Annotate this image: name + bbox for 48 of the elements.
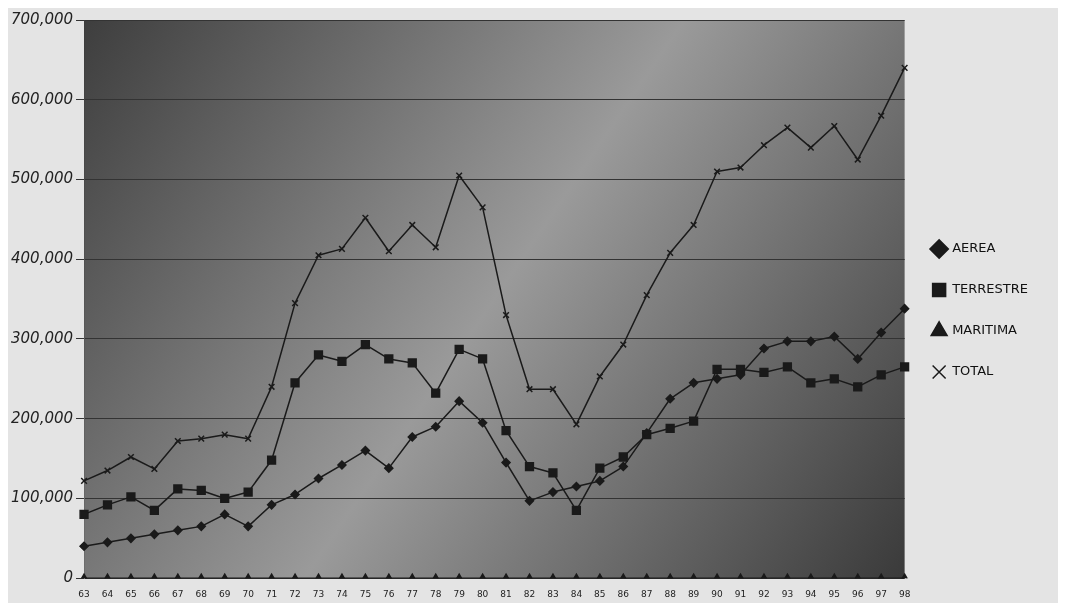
x-tick-label: 65	[125, 588, 137, 599]
y-tick-label: 200,000	[11, 408, 74, 427]
x-tick-label: 70	[242, 588, 255, 599]
legend-label: AEREA	[952, 240, 996, 256]
x-tick-label: 75	[359, 588, 372, 599]
x-tick-label: 67	[172, 588, 184, 599]
legend-label: MARITIMA	[952, 322, 1018, 338]
x-tick-label: 98	[898, 588, 911, 599]
y-tick-label: 300,000	[11, 328, 74, 347]
x-tick-label: 85	[594, 588, 606, 599]
x-tick-label: 79	[453, 588, 466, 599]
x-tick-label: 74	[336, 588, 348, 599]
x-tick-label: 94	[805, 588, 817, 599]
x-tick-label: 82	[523, 588, 536, 599]
x-tick-label: 81	[500, 588, 512, 599]
x-tick-label: 71	[265, 588, 278, 599]
x-tick-label: 77	[406, 588, 418, 599]
x-tick-label: 91	[734, 588, 747, 599]
x-tick-label: 88	[664, 588, 677, 599]
y-tick-label: 400,000	[11, 249, 74, 268]
y-tick-label: 700,000	[11, 9, 74, 28]
x-tick-label: 86	[617, 588, 630, 599]
x-tick-label: 66	[148, 588, 161, 599]
x-tick-label: 97	[875, 588, 887, 599]
y-tick-label: 600,000	[11, 89, 74, 108]
y-tick-label: 100,000	[11, 488, 74, 507]
x-tick-label: 96	[852, 588, 864, 599]
x-tick-label: 80	[476, 588, 489, 599]
x-tick-label: 72	[289, 588, 301, 599]
x-tick-label: 92	[758, 588, 770, 599]
x-tick-label: 76	[383, 588, 395, 599]
x-tick-label: 63	[78, 588, 90, 599]
legend-label: TOTAL	[951, 363, 995, 379]
x-tick-label: 64	[101, 588, 114, 599]
x-tick-label: 83	[547, 588, 559, 599]
x-tick-label: 68	[195, 588, 208, 599]
x-tick-label: 93	[781, 588, 794, 599]
x-tick-label: 87	[641, 588, 653, 599]
x-tick-label: 89	[687, 588, 700, 599]
x-tick-label: 73	[312, 588, 325, 599]
x-tick-label: 84	[570, 588, 583, 599]
y-tick-label: 0	[63, 568, 74, 587]
x-tick-label: 78	[429, 588, 442, 599]
legend-label: TERRESTRE	[951, 281, 1028, 297]
y-tick-label: 500,000	[11, 169, 74, 188]
x-tick-label: 95	[828, 588, 841, 599]
x-tick-label: 90	[711, 588, 724, 599]
x-tick-label: 69	[218, 588, 231, 599]
